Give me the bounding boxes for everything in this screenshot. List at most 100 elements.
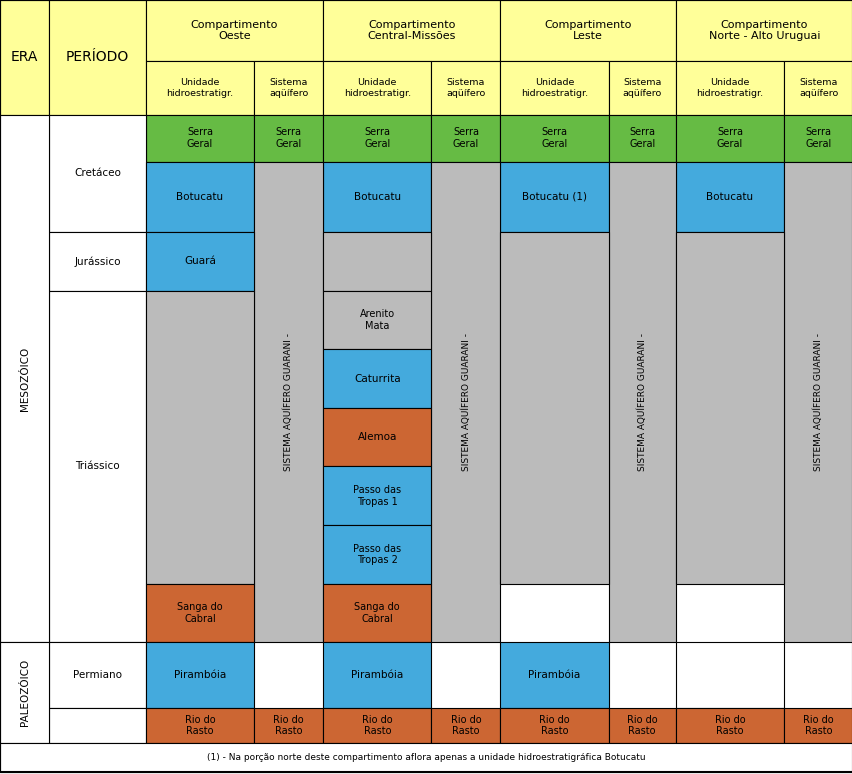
Bar	[254, 61, 323, 115]
Bar	[675, 162, 783, 232]
Bar	[783, 162, 852, 642]
Bar	[783, 115, 852, 162]
Bar	[675, 0, 852, 61]
Bar	[146, 0, 323, 61]
Text: Compartimento
Norte - Alto Uruguai: Compartimento Norte - Alto Uruguai	[708, 19, 819, 41]
Bar	[783, 708, 852, 743]
Bar	[675, 642, 783, 708]
Text: Triássico: Triássico	[75, 461, 119, 471]
Bar	[49, 0, 146, 115]
Bar	[49, 232, 146, 291]
Bar	[675, 115, 783, 162]
Text: Rio do
Rasto: Rio do Rasto	[538, 714, 569, 736]
Text: Sistema
aqüífero: Sistema aqüífero	[798, 78, 838, 98]
Text: Caturrita: Caturrita	[354, 374, 400, 384]
Bar	[323, 162, 431, 232]
Bar	[49, 115, 146, 232]
Text: Sistema
aqüífero: Sistema aqüífero	[268, 78, 308, 98]
Text: Arenito
Mata: Arenito Mata	[360, 309, 394, 330]
Bar	[608, 708, 675, 743]
Text: SISTEMA AQUÍFERO GUARANI -: SISTEMA AQUÍFERO GUARANI -	[636, 333, 646, 471]
Bar	[0, 0, 49, 115]
Bar	[675, 61, 783, 115]
Text: Unidade
hidroestratigr.: Unidade hidroestratigr.	[695, 78, 763, 98]
Bar	[323, 408, 431, 467]
Bar	[431, 61, 500, 115]
Bar	[254, 162, 323, 642]
Bar	[146, 708, 254, 743]
Bar	[323, 642, 431, 708]
Bar	[500, 0, 675, 61]
Bar	[500, 162, 608, 232]
Text: Serra
Geral: Serra Geral	[452, 128, 479, 149]
Text: Botucatu (1): Botucatu (1)	[521, 192, 586, 202]
Text: Pirambóia: Pirambóia	[527, 670, 580, 680]
Text: Compartimento
Central-Missões: Compartimento Central-Missões	[367, 19, 455, 41]
Bar	[323, 467, 431, 525]
Text: Rio do
Rasto: Rio do Rasto	[273, 714, 303, 736]
Text: Passo das
Tropas 1: Passo das Tropas 1	[353, 485, 400, 506]
Text: Rio do
Rasto: Rio do Rasto	[184, 714, 215, 736]
Text: Unidade
hidroestratigr.: Unidade hidroestratigr.	[521, 78, 587, 98]
Bar	[146, 61, 254, 115]
Text: Cretáceo: Cretáceo	[74, 169, 121, 179]
Bar	[500, 232, 608, 584]
Bar	[146, 115, 254, 162]
Text: Serra
Geral: Serra Geral	[364, 128, 390, 149]
Bar	[431, 708, 500, 743]
Bar	[323, 349, 431, 408]
Bar	[608, 61, 675, 115]
Text: Rio do
Rasto: Rio do Rasto	[361, 714, 392, 736]
Text: Rio do
Rasto: Rio do Rasto	[450, 714, 481, 736]
Bar	[675, 232, 783, 584]
Bar	[500, 642, 608, 708]
Text: Botucatu: Botucatu	[176, 192, 223, 202]
Text: SISTEMA AQUÍFERO GUARANI -: SISTEMA AQUÍFERO GUARANI -	[461, 333, 470, 471]
Bar	[675, 708, 783, 743]
Text: Jurássico: Jurássico	[74, 256, 121, 266]
Text: Compartimento
Leste: Compartimento Leste	[544, 19, 631, 41]
Text: Serra
Geral: Serra Geral	[275, 128, 302, 149]
Bar	[323, 61, 431, 115]
Text: Sistema
aqüífero: Sistema aqüífero	[446, 78, 485, 98]
Bar	[323, 232, 431, 291]
Bar	[0, 743, 852, 772]
Text: Serra
Geral: Serra Geral	[716, 128, 742, 149]
Bar	[146, 291, 254, 584]
Bar	[323, 0, 500, 61]
Bar	[323, 525, 431, 584]
Bar	[783, 61, 852, 115]
Bar	[146, 642, 254, 708]
Bar	[500, 708, 608, 743]
Text: Sanga do
Cabral: Sanga do Cabral	[354, 602, 400, 624]
Text: Unidade
hidroestratigr.: Unidade hidroestratigr.	[166, 78, 233, 98]
Text: (1) - Na porção norte deste compartimento aflora apenas a unidade hidroestratigr: (1) - Na porção norte deste compartiment…	[207, 753, 645, 762]
Bar	[431, 162, 500, 642]
Text: Serra
Geral: Serra Geral	[804, 128, 831, 149]
Bar	[146, 232, 254, 291]
Text: PERÍODO: PERÍODO	[66, 50, 129, 64]
Text: Serra
Geral: Serra Geral	[541, 128, 567, 149]
Bar	[608, 162, 675, 642]
Text: Serra
Geral: Serra Geral	[628, 128, 654, 149]
Bar	[323, 291, 431, 349]
Bar	[146, 584, 254, 642]
Text: Botucatu: Botucatu	[705, 192, 752, 202]
Bar	[146, 162, 254, 232]
Text: Rio do
Rasto: Rio do Rasto	[803, 714, 833, 736]
Text: Rio do
Rasto: Rio do Rasto	[714, 714, 745, 736]
Bar	[323, 115, 431, 162]
Bar	[0, 642, 49, 743]
Text: PALEOZÓICO: PALEOZÓICO	[20, 659, 30, 726]
Bar	[500, 61, 608, 115]
Bar	[500, 115, 608, 162]
Bar	[49, 642, 146, 708]
Bar	[254, 115, 323, 162]
Text: Passo das
Tropas 2: Passo das Tropas 2	[353, 543, 400, 565]
Text: Guará: Guará	[184, 256, 216, 266]
Text: Permiano: Permiano	[73, 670, 122, 680]
Text: MESOZÓICO: MESOZÓICO	[20, 347, 30, 411]
Text: Pirambóia: Pirambóia	[351, 670, 403, 680]
Text: Botucatu: Botucatu	[354, 192, 400, 202]
Text: Rio do
Rasto: Rio do Rasto	[626, 714, 657, 736]
